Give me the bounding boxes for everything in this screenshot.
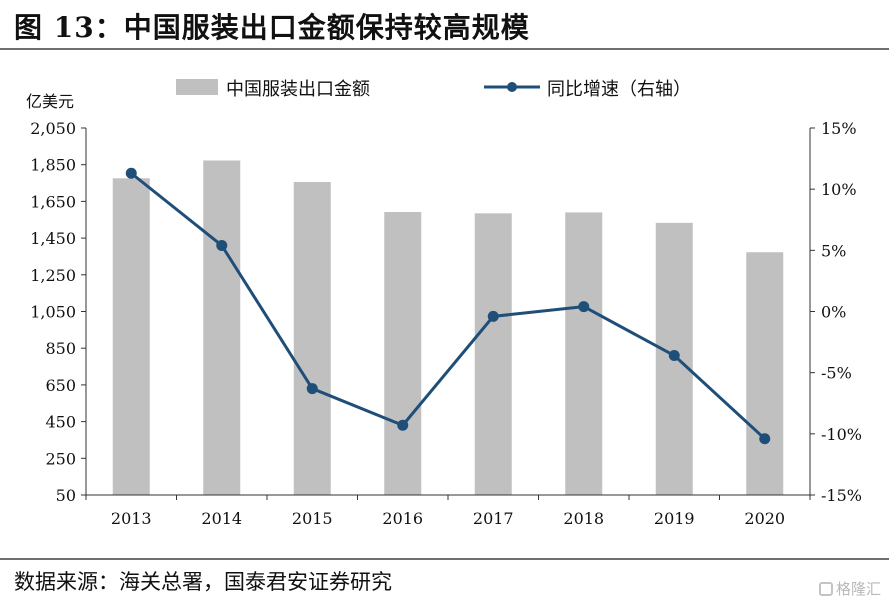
x-tick-label: 2015: [292, 509, 333, 528]
x-tick-label: 2014: [201, 509, 242, 528]
y2-tick-label: -5%: [821, 364, 852, 383]
y2-tick-label: 5%: [821, 241, 846, 260]
y2-tick-label: -15%: [821, 486, 862, 505]
x-tick-label: 2016: [382, 509, 423, 528]
bar-2016: [384, 212, 422, 495]
x-tick-label: 2020: [744, 509, 785, 528]
y2-tick-label: -10%: [821, 425, 862, 444]
y-tick-label: 2,050: [30, 119, 76, 138]
growth-point-2015: [306, 383, 318, 395]
y2-tick-label: 0%: [821, 303, 846, 322]
growth-point-2017: [487, 310, 499, 322]
source-note: 数据来源：海关总署，国泰君安证券研究: [14, 570, 392, 594]
y-tick-label: 1,850: [30, 156, 76, 175]
growth-point-2018: [578, 301, 590, 313]
axes-group: 2,050 1,850 1,650 1,450 1,250 1,050 850 650 450 2…: [30, 119, 862, 528]
watermark-text: 格隆汇: [835, 580, 881, 598]
legend-bar-label: 中国服装出口金额: [226, 79, 370, 100]
x-tick-label: 2018: [563, 509, 604, 528]
line-group: [125, 167, 771, 445]
y-tick-label: 1,050: [30, 303, 76, 322]
y-tick-label: 850: [45, 339, 76, 358]
growth-point-2020: [759, 433, 771, 445]
watermark: 格隆汇: [818, 578, 881, 599]
y-tick-label: 450: [45, 413, 76, 432]
y-tick-label: 1,450: [30, 229, 76, 248]
bar-2017: [474, 213, 512, 495]
growth-point-2014: [216, 239, 228, 251]
bar-2014: [203, 160, 241, 496]
y-tick-label: 650: [45, 376, 76, 395]
y-tick-label: 1,250: [30, 266, 76, 285]
top-rule: [0, 48, 889, 50]
bottom-rule: [0, 558, 889, 560]
y-tick-label: 50: [56, 486, 76, 505]
y-tick-label: 1,650: [30, 192, 76, 211]
y2-tick-label: 10%: [821, 180, 857, 199]
legend-line-marker: [507, 82, 517, 92]
bar-2015: [293, 181, 331, 495]
y-axis-unit: 亿美元: [26, 92, 74, 111]
y2-tick-label: 15%: [821, 119, 857, 138]
legend-line-label: 同比增速（右轴）: [547, 79, 691, 100]
growth-point-2019: [668, 350, 680, 362]
bars-group: [112, 160, 784, 496]
x-tick-label: 2013: [111, 509, 152, 528]
legend-bar-swatch: [176, 79, 218, 95]
growth-line: [130, 172, 766, 440]
y-tick-label: 250: [45, 449, 76, 468]
watermark-logo-icon: [818, 581, 833, 596]
growth-point-2013: [125, 167, 137, 179]
figure-title: 图 13：中国服装出口金额保持较高规模: [14, 11, 530, 44]
x-tick-label: 2017: [473, 509, 514, 528]
x-tick-label: 2019: [654, 509, 695, 528]
bar-2013: [112, 178, 150, 496]
bar-2020: [746, 252, 784, 495]
chart: 中国服装出口金额 同比增速（右轴） 亿美元 2,050 1,850 1,650 1,4…: [26, 79, 862, 528]
bar-2018: [565, 212, 603, 495]
growth-point-2016: [397, 419, 409, 431]
